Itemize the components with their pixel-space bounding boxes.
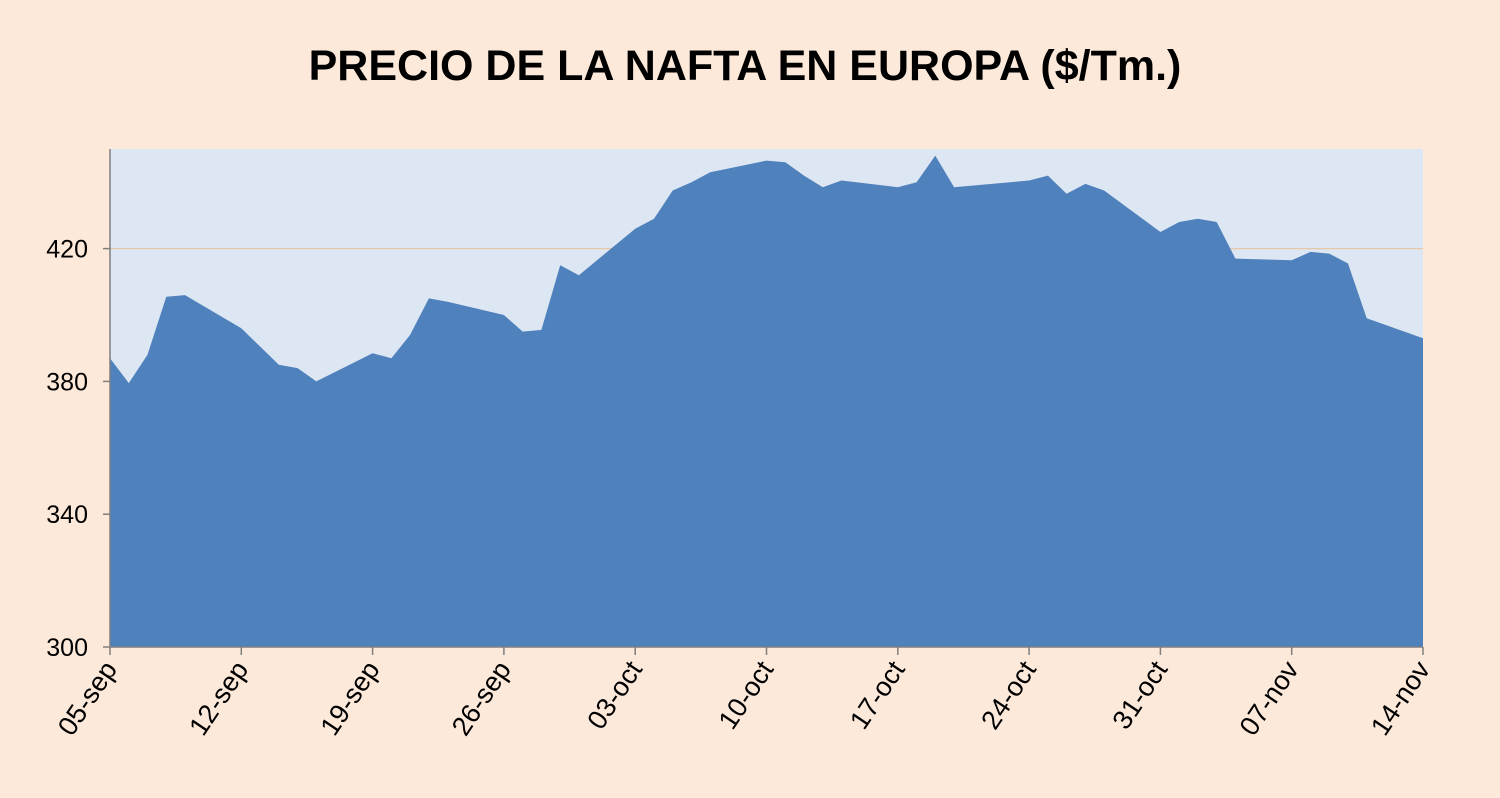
x-tick-label: 31-oct <box>1107 655 1174 734</box>
x-tick-label: 05-sep <box>52 656 123 741</box>
x-tick-label: 17-oct <box>844 655 911 734</box>
y-tick-label: 300 <box>46 634 88 662</box>
x-tick-label: 24-oct <box>975 655 1042 734</box>
y-tick-label: 340 <box>46 501 88 529</box>
x-tick-label: 10-oct <box>713 655 780 734</box>
y-axis-ticks: 300 340 380 420 <box>46 236 110 662</box>
x-tick-label: 03-oct <box>581 655 648 734</box>
chart-title: PRECIO DE LA NAFTA EN EUROPA ($/Tm.) <box>309 42 1182 90</box>
x-tick-label: 14-nov <box>1365 655 1436 741</box>
y-tick-label: 420 <box>46 236 88 264</box>
x-axis-ticks: 05-sep 12-sep 19-sep 26-sep 03-oct 10-oct 17-o… <box>52 647 1436 741</box>
x-tick-label: 12-sep <box>183 656 254 741</box>
x-tick-label: 07-nov <box>1234 655 1305 741</box>
area-series-nafta-europa <box>110 155 1423 647</box>
x-tick-label: 19-sep <box>315 656 386 741</box>
y-tick-label: 380 <box>46 368 88 396</box>
x-tick-label: 26-sep <box>446 656 517 741</box>
